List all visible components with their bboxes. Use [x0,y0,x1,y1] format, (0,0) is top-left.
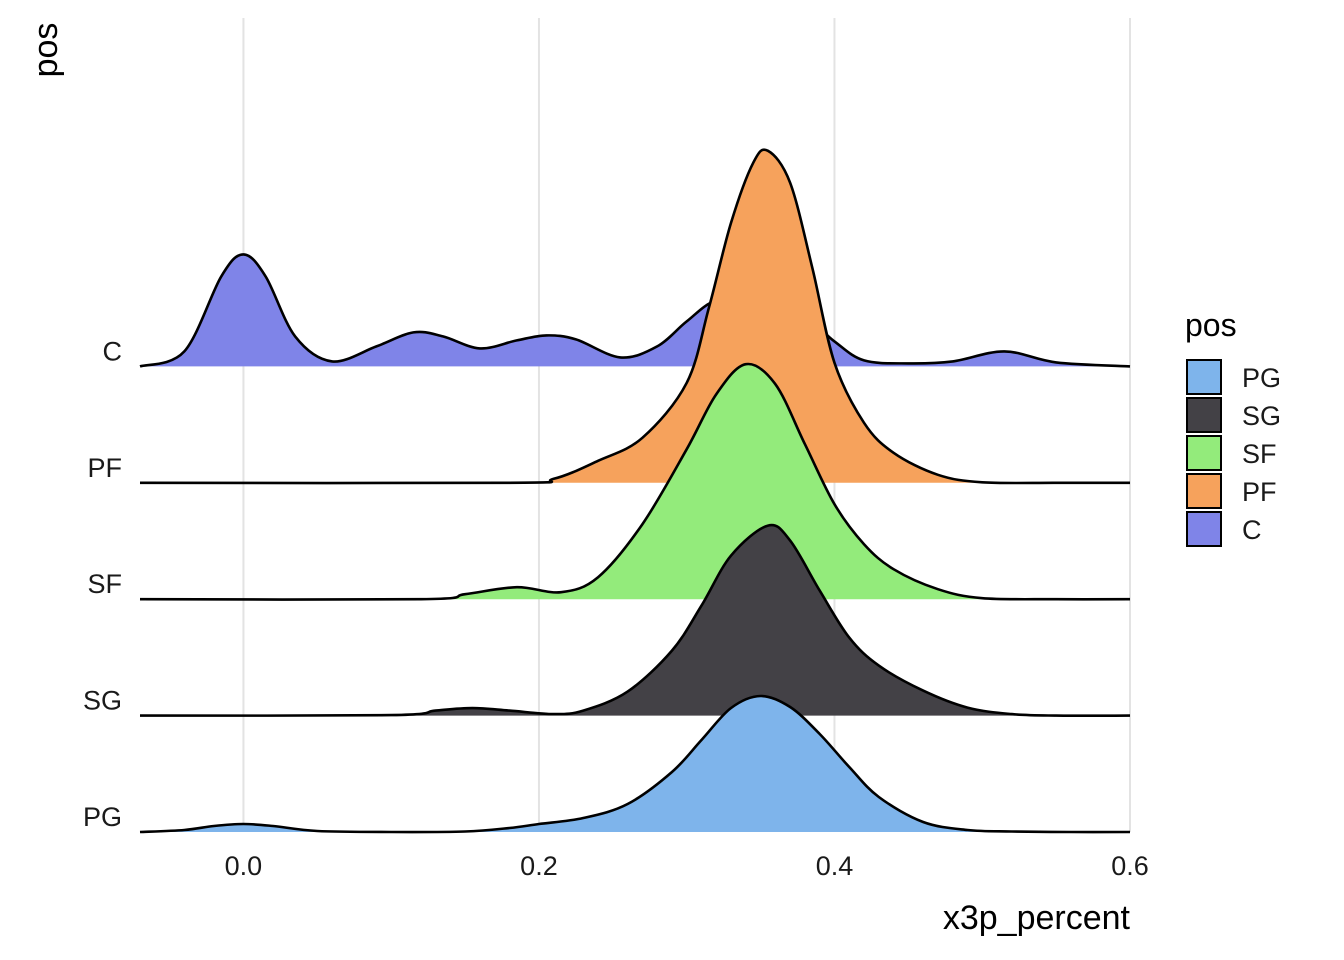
ridge-pf [139,148,1131,485]
ridge-outline-c [139,253,1131,368]
x-tick-label-3: 0.6 [1111,851,1149,881]
y-tick-label-pg: PG [83,802,122,832]
ridge-outline-pf [139,148,1131,485]
legend-key-pg [1186,359,1222,395]
legend: pos PG SG SF PF C [1185,307,1281,547]
legend-label-c: C [1242,515,1262,545]
y-tick-label-sf: SF [87,569,122,599]
y-tick-label-sg: SG [83,686,122,716]
ridge-c [139,253,1131,368]
legend-label-sg: SG [1242,401,1281,431]
ridge-fill-sf [140,363,1130,600]
ridges [139,148,1131,834]
legend-key-pf [1186,473,1222,509]
legend-key-sf [1186,435,1222,471]
ridge-fill-c [140,254,1130,367]
x-tick-label-2: 0.4 [816,851,854,881]
legend-label-pf: PF [1242,477,1277,507]
x-tick-labels: 0.0 0.2 0.4 0.6 [225,851,1149,881]
legend-key-sg [1186,397,1222,433]
ridge-fill-pg [140,695,1130,833]
legend-label-sf: SF [1242,439,1277,469]
y-tick-labels: C PF SF SG PG [83,336,122,832]
ridge-sg [139,523,1131,718]
ridge-sf [139,362,1131,601]
legend-title: pos [1185,307,1237,343]
y-tick-label-c: C [103,336,123,366]
ridge-outline-pg [139,694,1131,834]
ridge-pg [139,694,1131,834]
y-tick-label-pf: PF [87,453,122,483]
x-tick-label-1: 0.2 [520,851,558,881]
ridge-outline-sg [139,523,1131,718]
legend-label-pg: PG [1242,363,1281,393]
x-axis-title: x3p_percent [943,899,1131,937]
y-axis-title: pos [27,23,65,78]
ridge-fill-pf [140,149,1130,484]
ridge-outline-sf [139,362,1131,601]
x-tick-label-0: 0.0 [225,851,263,881]
legend-key-c [1186,511,1222,547]
